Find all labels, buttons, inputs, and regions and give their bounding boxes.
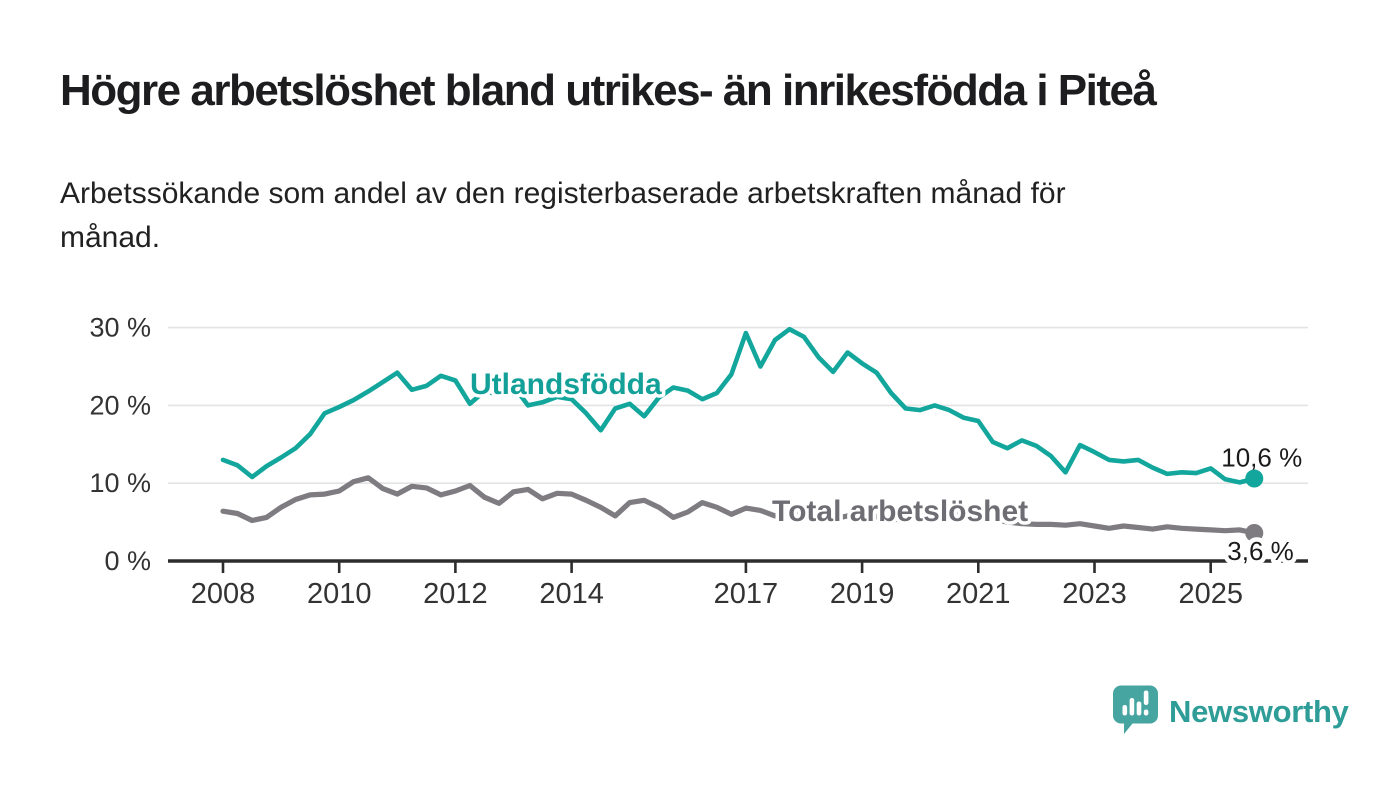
page-subtitle-line1: Arbetssökande som andel av den registerb… [60,177,1066,210]
x-axis-label-2023: 2023 [1062,578,1127,610]
page-subtitle-line2: månad. [60,221,161,254]
end-value-label-total: 3,6 % [1227,536,1294,566]
series-end-dot-utlandsfodda [1245,469,1264,488]
x-axis-label-2012: 2012 [423,578,488,610]
x-axis-label-2008: 2008 [191,578,256,610]
x-axis-label-2017: 2017 [714,578,779,610]
speech-bubble-shape [1113,685,1158,734]
newsworthy-logo-text: Newsworthy [1169,693,1349,729]
series-line-utlandsfodda [220,326,1257,485]
page-subtitle: Arbetssökande som andel av den registerb… [60,172,1066,260]
page-title: Högre arbetslöshet bland utrikes- än inr… [60,66,1157,115]
y-axis-label-30: 30 % [89,313,151,343]
x-axis-label-2010: 2010 [307,578,372,610]
y-axis-label-0: 0 % [104,546,151,576]
series-end-dot-total [1245,523,1264,542]
newsworthy-logo-icon [1113,685,1158,734]
y-axis-label-20: 20 % [89,390,151,420]
series-label-total: Total arbetslöshet [772,495,1028,528]
x-axis-label-2019: 2019 [830,578,895,610]
x-axis-label-2014: 2014 [539,578,604,610]
y-axis-label-10: 10 % [89,468,151,498]
series-label-utlandsfodda: Utlandsfödda [470,368,662,401]
bar-chart-glyph [1122,690,1149,716]
newsworthy-logo: Newsworthy [1112,685,1349,738]
x-axis-label-2021: 2021 [946,578,1011,610]
end-value-label-utlandsfodda: 10,6 % [1221,443,1302,473]
x-axis-label-2025: 2025 [1178,578,1243,610]
series-line-total [220,475,1257,536]
